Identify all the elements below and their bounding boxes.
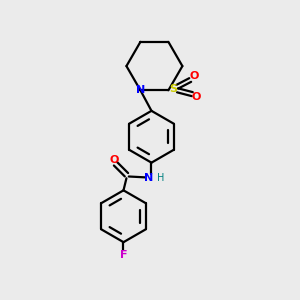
Text: S: S xyxy=(170,84,178,94)
Text: N: N xyxy=(136,85,146,95)
Text: N: N xyxy=(144,173,153,183)
Text: F: F xyxy=(120,250,127,260)
Text: O: O xyxy=(191,92,200,102)
Text: H: H xyxy=(157,173,165,183)
Text: O: O xyxy=(110,155,119,165)
Text: O: O xyxy=(189,71,198,82)
